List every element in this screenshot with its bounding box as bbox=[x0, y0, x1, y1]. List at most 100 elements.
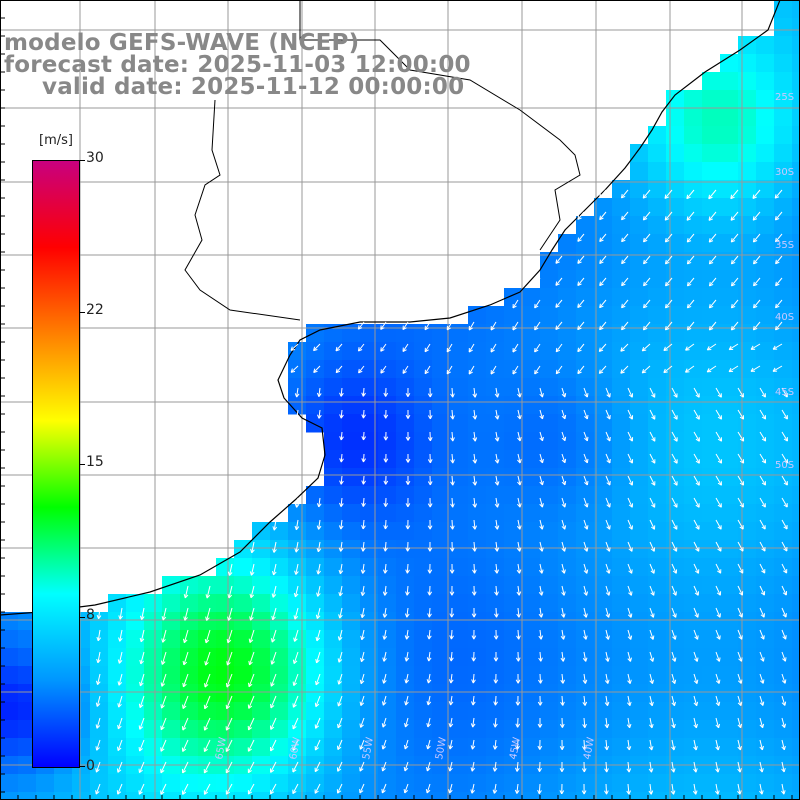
wind-arrow bbox=[182, 739, 189, 752]
ocean-cell bbox=[576, 504, 595, 523]
wind-arrow-head bbox=[628, 438, 633, 442]
wind-arrow-head bbox=[380, 327, 385, 330]
ocean-cell bbox=[360, 360, 379, 379]
wind-arrow bbox=[693, 783, 697, 795]
wind-arrow-head bbox=[317, 570, 321, 575]
ocean-cell bbox=[756, 576, 775, 595]
wind-arrow bbox=[643, 321, 651, 331]
wind-arrow bbox=[273, 541, 277, 553]
wind-arrow bbox=[205, 651, 211, 666]
wind-arrow-head bbox=[561, 768, 565, 773]
ocean-cell bbox=[432, 720, 451, 739]
wind-arrow-head bbox=[385, 414, 389, 419]
ocean-cell bbox=[612, 378, 631, 397]
ocean-cell bbox=[414, 774, 433, 793]
ocean-cell bbox=[594, 522, 613, 541]
wind-arrow bbox=[335, 365, 343, 373]
wind-arrow-head bbox=[750, 367, 754, 372]
wind-arrow bbox=[708, 211, 717, 221]
wind-arrow-head bbox=[673, 790, 676, 795]
ocean-cell bbox=[684, 486, 703, 505]
wind-arrow bbox=[296, 387, 299, 398]
wind-arrow-head bbox=[184, 617, 188, 621]
wind-arrow-head bbox=[316, 637, 321, 642]
ocean-cell bbox=[648, 702, 667, 721]
wind-arrow bbox=[583, 387, 588, 398]
wind-arrow bbox=[473, 497, 476, 508]
ocean-cell bbox=[684, 288, 703, 307]
ocean-cell bbox=[792, 540, 800, 559]
wind-arrow-head bbox=[585, 613, 588, 618]
wind-arrow-head bbox=[696, 679, 699, 684]
wind-arrow-head bbox=[772, 345, 776, 350]
wind-arrow bbox=[117, 717, 123, 730]
wind-arrow-head bbox=[335, 348, 340, 352]
wind-arrow-head bbox=[564, 525, 567, 530]
ocean-cell bbox=[306, 486, 325, 505]
ocean-cell bbox=[414, 792, 433, 800]
wind-arrow-head bbox=[519, 436, 522, 442]
wind-arrow-head bbox=[718, 723, 721, 728]
wind-arrow-head bbox=[182, 748, 187, 752]
wind-arrow-head bbox=[492, 745, 496, 750]
ocean-cell bbox=[648, 540, 667, 559]
wind-arrow-head bbox=[650, 614, 654, 618]
wind-arrow bbox=[534, 321, 541, 331]
wind-arrow bbox=[737, 717, 742, 728]
wind-arrow-head bbox=[628, 790, 631, 795]
wind-arrow bbox=[577, 343, 585, 353]
ocean-cell bbox=[720, 468, 739, 487]
wind-arrow-head bbox=[271, 639, 276, 643]
ocean-cell bbox=[468, 684, 487, 703]
wind-arrow-head bbox=[715, 790, 719, 795]
wind-arrow bbox=[539, 497, 543, 508]
wind-arrow bbox=[671, 607, 677, 618]
wind-arrow-head bbox=[538, 613, 542, 618]
wind-arrow-head bbox=[117, 769, 122, 773]
wind-arrow-head bbox=[428, 613, 432, 618]
ocean-cell bbox=[270, 612, 289, 631]
wind-arrow bbox=[249, 651, 255, 665]
wind-arrow-head bbox=[359, 657, 362, 662]
wind-arrow-head bbox=[494, 591, 498, 596]
wind-arrow-head bbox=[537, 767, 540, 772]
ocean-cell bbox=[198, 594, 217, 613]
wind-arrow bbox=[737, 563, 744, 574]
wind-arrow bbox=[95, 783, 101, 795]
ocean-cell bbox=[0, 612, 19, 631]
wind-arrow bbox=[627, 409, 633, 420]
ocean-cell bbox=[612, 558, 631, 577]
wind-arrow-head bbox=[270, 748, 275, 752]
wind-arrow-head bbox=[673, 438, 678, 442]
ocean-cell bbox=[774, 108, 793, 127]
ocean-cell bbox=[126, 594, 145, 613]
ocean-cell bbox=[180, 792, 199, 800]
ocean-cell bbox=[432, 594, 451, 613]
wind-arrow-head bbox=[730, 194, 733, 199]
wind-arrow-head bbox=[160, 704, 163, 709]
wind-arrow bbox=[643, 233, 651, 243]
colorbar-tickmark bbox=[79, 617, 85, 618]
ocean-cell bbox=[702, 72, 721, 91]
wind-arrow-head bbox=[517, 415, 521, 420]
ocean-cell bbox=[252, 648, 271, 667]
wind-arrow-head bbox=[643, 259, 645, 264]
wind-arrow-head bbox=[652, 679, 654, 684]
wind-arrow bbox=[446, 365, 453, 375]
wind-arrow-head bbox=[606, 460, 611, 464]
ocean-cell bbox=[360, 648, 379, 667]
wind-arrow-head bbox=[429, 393, 433, 398]
wind-arrow-head bbox=[606, 526, 611, 530]
wind-arrow-head bbox=[582, 724, 586, 728]
ocean-cell bbox=[774, 486, 793, 505]
wind-arrow bbox=[362, 387, 365, 397]
wind-arrow bbox=[225, 717, 233, 731]
wind-arrow bbox=[119, 607, 123, 620]
ocean-cell bbox=[720, 324, 739, 343]
wind-arrow bbox=[781, 673, 786, 684]
wind-arrow-head bbox=[450, 679, 454, 684]
wind-arrow-head bbox=[762, 679, 765, 684]
wind-arrow bbox=[708, 321, 717, 331]
wind-arrow bbox=[248, 717, 255, 731]
wind-arrow-head bbox=[161, 683, 166, 687]
